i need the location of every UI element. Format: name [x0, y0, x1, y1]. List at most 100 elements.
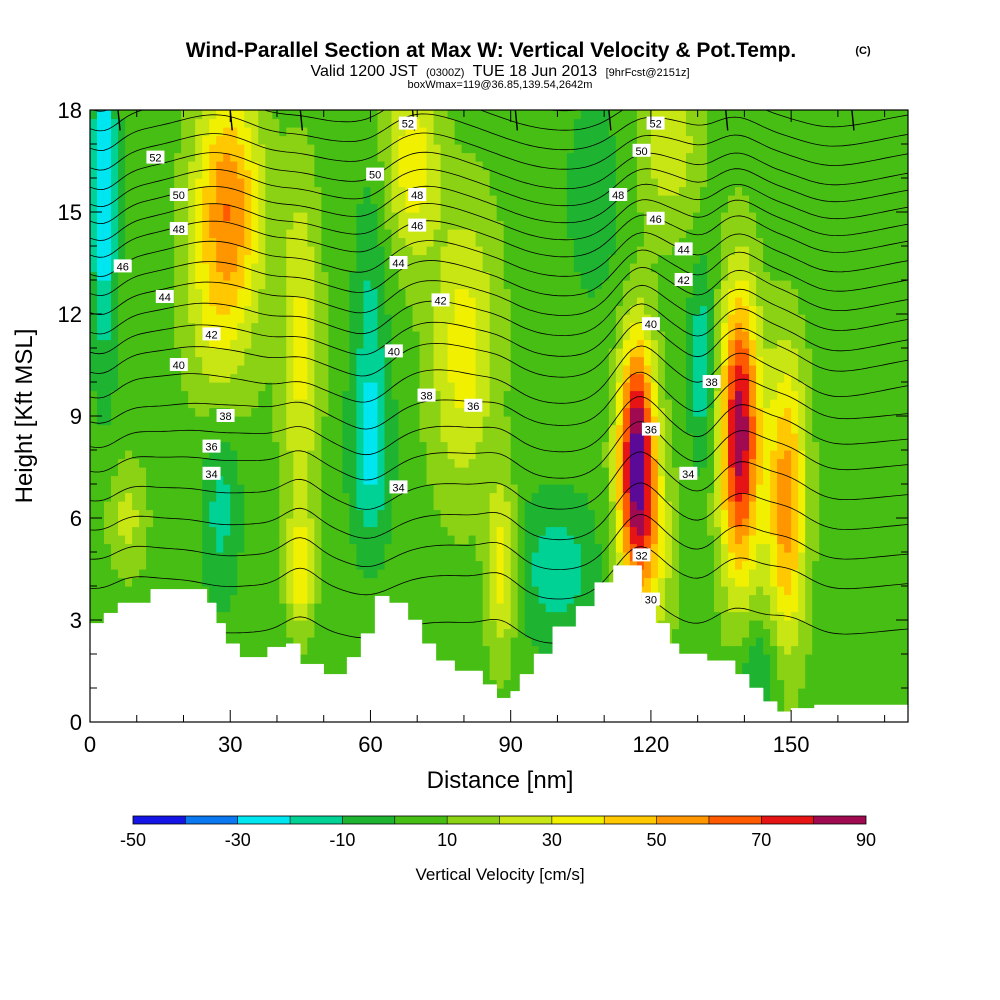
velocity-cell: [692, 399, 701, 409]
velocity-cell: [146, 390, 154, 400]
velocity-cell: [763, 654, 771, 664]
velocity-cell: [174, 569, 182, 579]
velocity-cell: [903, 509, 908, 519]
velocity-cell: [854, 501, 862, 511]
velocity-cell: [643, 407, 652, 417]
velocity-cell: [454, 399, 463, 409]
velocity-cell: [426, 535, 435, 545]
velocity-cell: [756, 586, 764, 596]
velocity-cell: [714, 645, 722, 655]
velocity-cell: [531, 577, 540, 587]
velocity-cell: [692, 509, 701, 519]
velocity-cell: [342, 577, 351, 587]
velocity-cell: [714, 611, 722, 621]
velocity-cell: [552, 577, 561, 587]
velocity-cell: [489, 543, 498, 553]
velocity-cell: [840, 390, 848, 400]
velocity-cell: [160, 467, 168, 477]
velocity-cell: [174, 543, 182, 553]
velocity-cell: [692, 365, 701, 375]
velocity-cell: [517, 501, 526, 511]
velocity-cell: [714, 501, 722, 511]
velocity-cell: [517, 560, 526, 570]
velocity-cell: [468, 662, 477, 672]
velocity-cell: [440, 467, 449, 477]
velocity-cell: [440, 390, 449, 400]
velocity-cell: [735, 603, 743, 613]
velocity-cell: [286, 518, 294, 528]
velocity-cell: [111, 484, 119, 494]
velocity-cell: [90, 526, 98, 536]
velocity-cell: [118, 526, 126, 536]
velocity-cell: [678, 569, 687, 579]
velocity-cell: [826, 450, 834, 460]
velocity-cell: [335, 433, 344, 443]
velocity-cell: [328, 484, 336, 494]
velocity-cell: [833, 577, 841, 587]
velocity-cell: [440, 637, 449, 647]
velocity-cell: [629, 484, 638, 494]
velocity-cell: [272, 433, 280, 443]
velocity-cell: [671, 450, 680, 460]
velocity-cell: [812, 450, 820, 460]
velocity-cell: [447, 399, 456, 409]
velocity-cell: [650, 577, 659, 587]
velocity-cell: [307, 518, 315, 528]
velocity-cell: [230, 399, 238, 409]
velocity-cell: [524, 424, 533, 434]
velocity-cell: [685, 577, 694, 587]
velocity-cell: [363, 535, 372, 545]
velocity-cell: [489, 365, 498, 375]
velocity-cell: [342, 637, 351, 647]
velocity-cell: [735, 509, 743, 519]
velocity-cell: [300, 603, 308, 613]
velocity-cell: [475, 441, 484, 451]
velocity-cell: [749, 611, 757, 621]
velocity-cell: [861, 416, 869, 426]
velocity-cell: [328, 611, 336, 621]
velocity-cell: [489, 390, 498, 400]
velocity-cell: [230, 382, 238, 392]
velocity-cell: [209, 407, 217, 417]
velocity-cell: [664, 603, 673, 613]
velocity-cell: [405, 484, 414, 494]
velocity-cell: [657, 518, 666, 528]
velocity-cell: [791, 492, 799, 502]
velocity-cell: [798, 662, 806, 672]
velocity-cell: [230, 433, 238, 443]
velocity-cell: [279, 620, 287, 630]
velocity-cell: [517, 356, 526, 366]
velocity-cell: [111, 407, 119, 417]
velocity-cell: [384, 560, 393, 570]
velocity-cell: [721, 416, 729, 426]
velocity-cell: [749, 628, 757, 638]
velocity-cell: [503, 569, 512, 579]
velocity-cell: [749, 645, 757, 655]
velocity-cell: [896, 645, 904, 655]
velocity-cell: [721, 543, 729, 553]
velocity-cell: [454, 603, 463, 613]
velocity-cell: [433, 594, 442, 604]
velocity-cell: [482, 603, 491, 613]
velocity-cell: [552, 620, 561, 630]
velocity-cell: [139, 441, 147, 451]
velocity-cell: [608, 518, 617, 528]
velocity-cell: [90, 390, 98, 400]
velocity-cell: [770, 484, 778, 494]
velocity-cell: [265, 611, 273, 621]
velocity-cell: [685, 390, 694, 400]
velocity-cell: [875, 577, 883, 587]
velocity-cell: [517, 467, 526, 477]
velocity-cell: [272, 416, 280, 426]
velocity-cell: [202, 569, 210, 579]
velocity-cell: [777, 518, 785, 528]
velocity-cell: [791, 526, 799, 536]
velocity-cell: [174, 492, 182, 502]
velocity-cell: [868, 620, 876, 630]
velocity-cell: [882, 475, 890, 485]
velocity-cell: [258, 475, 266, 485]
velocity-cell: [847, 603, 855, 613]
velocity-cell: [272, 577, 280, 587]
velocity-cell: [531, 467, 540, 477]
velocity-cell: [384, 543, 393, 553]
